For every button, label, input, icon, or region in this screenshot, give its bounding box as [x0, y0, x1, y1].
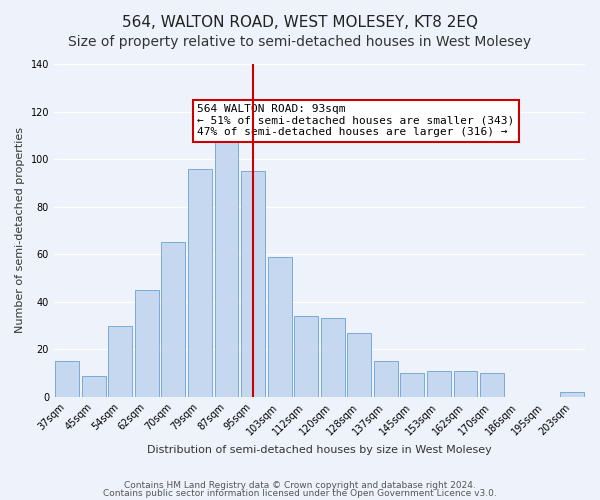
- Bar: [321, 318, 344, 397]
- Text: Contains public sector information licensed under the Open Government Licence v3: Contains public sector information licen…: [103, 488, 497, 498]
- Text: Size of property relative to semi-detached houses in West Molesey: Size of property relative to semi-detach…: [68, 35, 532, 49]
- Bar: [55, 362, 79, 397]
- Bar: [135, 290, 159, 397]
- Bar: [454, 371, 478, 397]
- Bar: [82, 376, 106, 397]
- Text: 564, WALTON ROAD, WEST MOLESEY, KT8 2EQ: 564, WALTON ROAD, WEST MOLESEY, KT8 2EQ: [122, 15, 478, 30]
- Bar: [480, 373, 504, 397]
- Bar: [215, 100, 238, 397]
- X-axis label: Distribution of semi-detached houses by size in West Molesey: Distribution of semi-detached houses by …: [147, 445, 492, 455]
- Bar: [161, 242, 185, 397]
- Text: Contains HM Land Registry data © Crown copyright and database right 2024.: Contains HM Land Registry data © Crown c…: [124, 481, 476, 490]
- Y-axis label: Number of semi-detached properties: Number of semi-detached properties: [15, 128, 25, 334]
- Bar: [188, 168, 212, 397]
- Bar: [374, 362, 398, 397]
- Bar: [347, 333, 371, 397]
- Bar: [268, 256, 292, 397]
- Bar: [427, 371, 451, 397]
- Bar: [294, 316, 318, 397]
- Text: 564 WALTON ROAD: 93sqm
← 51% of semi-detached houses are smaller (343)
47% of se: 564 WALTON ROAD: 93sqm ← 51% of semi-det…: [197, 104, 515, 137]
- Bar: [560, 392, 584, 397]
- Bar: [400, 373, 424, 397]
- Bar: [109, 326, 132, 397]
- Bar: [241, 171, 265, 397]
